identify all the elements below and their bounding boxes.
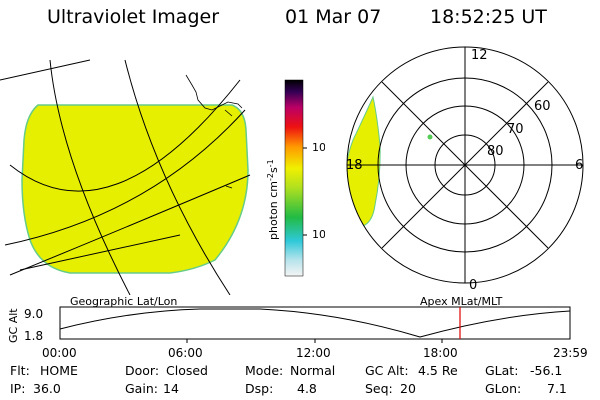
colorbar-tick: 100 [312,141,325,154]
altitude-curve [59,308,571,338]
altitude-plot-frame [59,306,571,340]
time-label: 18:52:25 UT [430,6,547,28]
status-key: GLon: [485,381,522,396]
grid-line [0,59,91,81]
coastline [185,74,243,189]
status-key: Seq: [365,381,393,396]
status-key: Flt: [10,363,30,378]
mlt-label-0: 0 [469,278,477,293]
geographic-image-panel [0,59,251,295]
status-key: Dsp: [245,381,274,396]
status-key: Mode: [245,363,284,378]
x-tick: 23:59 [553,346,588,360]
status-key: GLat: [485,363,519,378]
colorbar-scale [284,79,304,277]
lat-label-80: 80 [487,144,504,159]
grid-line [4,109,246,246]
mlt-label-6: 6 [575,158,583,173]
date-label: 01 Mar 07 [285,6,382,28]
status-value: 14 [163,381,179,396]
colorbar: 100 10 photon cm-2s-1 [266,79,325,277]
altitude-plot: 9.0 1.8 GC Alt 00:00 06:00 12:00 18:00 2… [7,306,588,360]
uv-image-region [21,104,249,274]
instrument-title: Ultraviolet Imager [47,6,220,28]
x-tick: 12:00 [296,346,331,360]
colorbar-tick: 10 [312,228,325,241]
status-value: -56.1 [530,363,563,378]
colorbar-label: photon cm-2s-1 [266,159,280,240]
lat-label-60: 60 [534,99,551,114]
geographic-panel-label: Geographic Lat/Lon [70,295,178,308]
polar-plot: 12 18 6 0 60 70 80 [346,46,584,293]
mlt-label-18: 18 [346,158,363,173]
grid-line [19,234,181,271]
status-value: Normal [290,363,336,378]
y-axis-label: GC Alt [7,308,20,343]
polar-spokes [347,47,583,283]
y-tick-9: 9.0 [24,307,43,321]
status-key: Door: [125,363,160,378]
status-value: 4.5 Re [418,363,458,378]
status-key: Gain: [125,381,158,396]
x-tick: 00:00 [42,346,77,360]
status-value: HOME [40,363,78,378]
status-value: 7.1 [547,381,567,396]
apex-panel-label: Apex MLat/MLT [420,295,503,308]
x-tick: 18:00 [423,346,458,360]
mlt-label-12: 12 [471,48,488,63]
lat-label-70: 70 [507,122,524,137]
grid-line [9,174,251,276]
status-value: Closed [166,363,208,378]
status-value: 4.8 [297,381,317,396]
status-value: 20 [400,381,416,396]
y-tick-1.8: 1.8 [24,329,43,343]
grid-line [9,79,241,192]
status-key: GC Alt: [365,363,409,378]
x-tick: 06:00 [168,346,203,360]
grid-line [49,59,131,295]
status-value: 36.0 [33,381,61,396]
status-key: IP: [10,381,26,396]
